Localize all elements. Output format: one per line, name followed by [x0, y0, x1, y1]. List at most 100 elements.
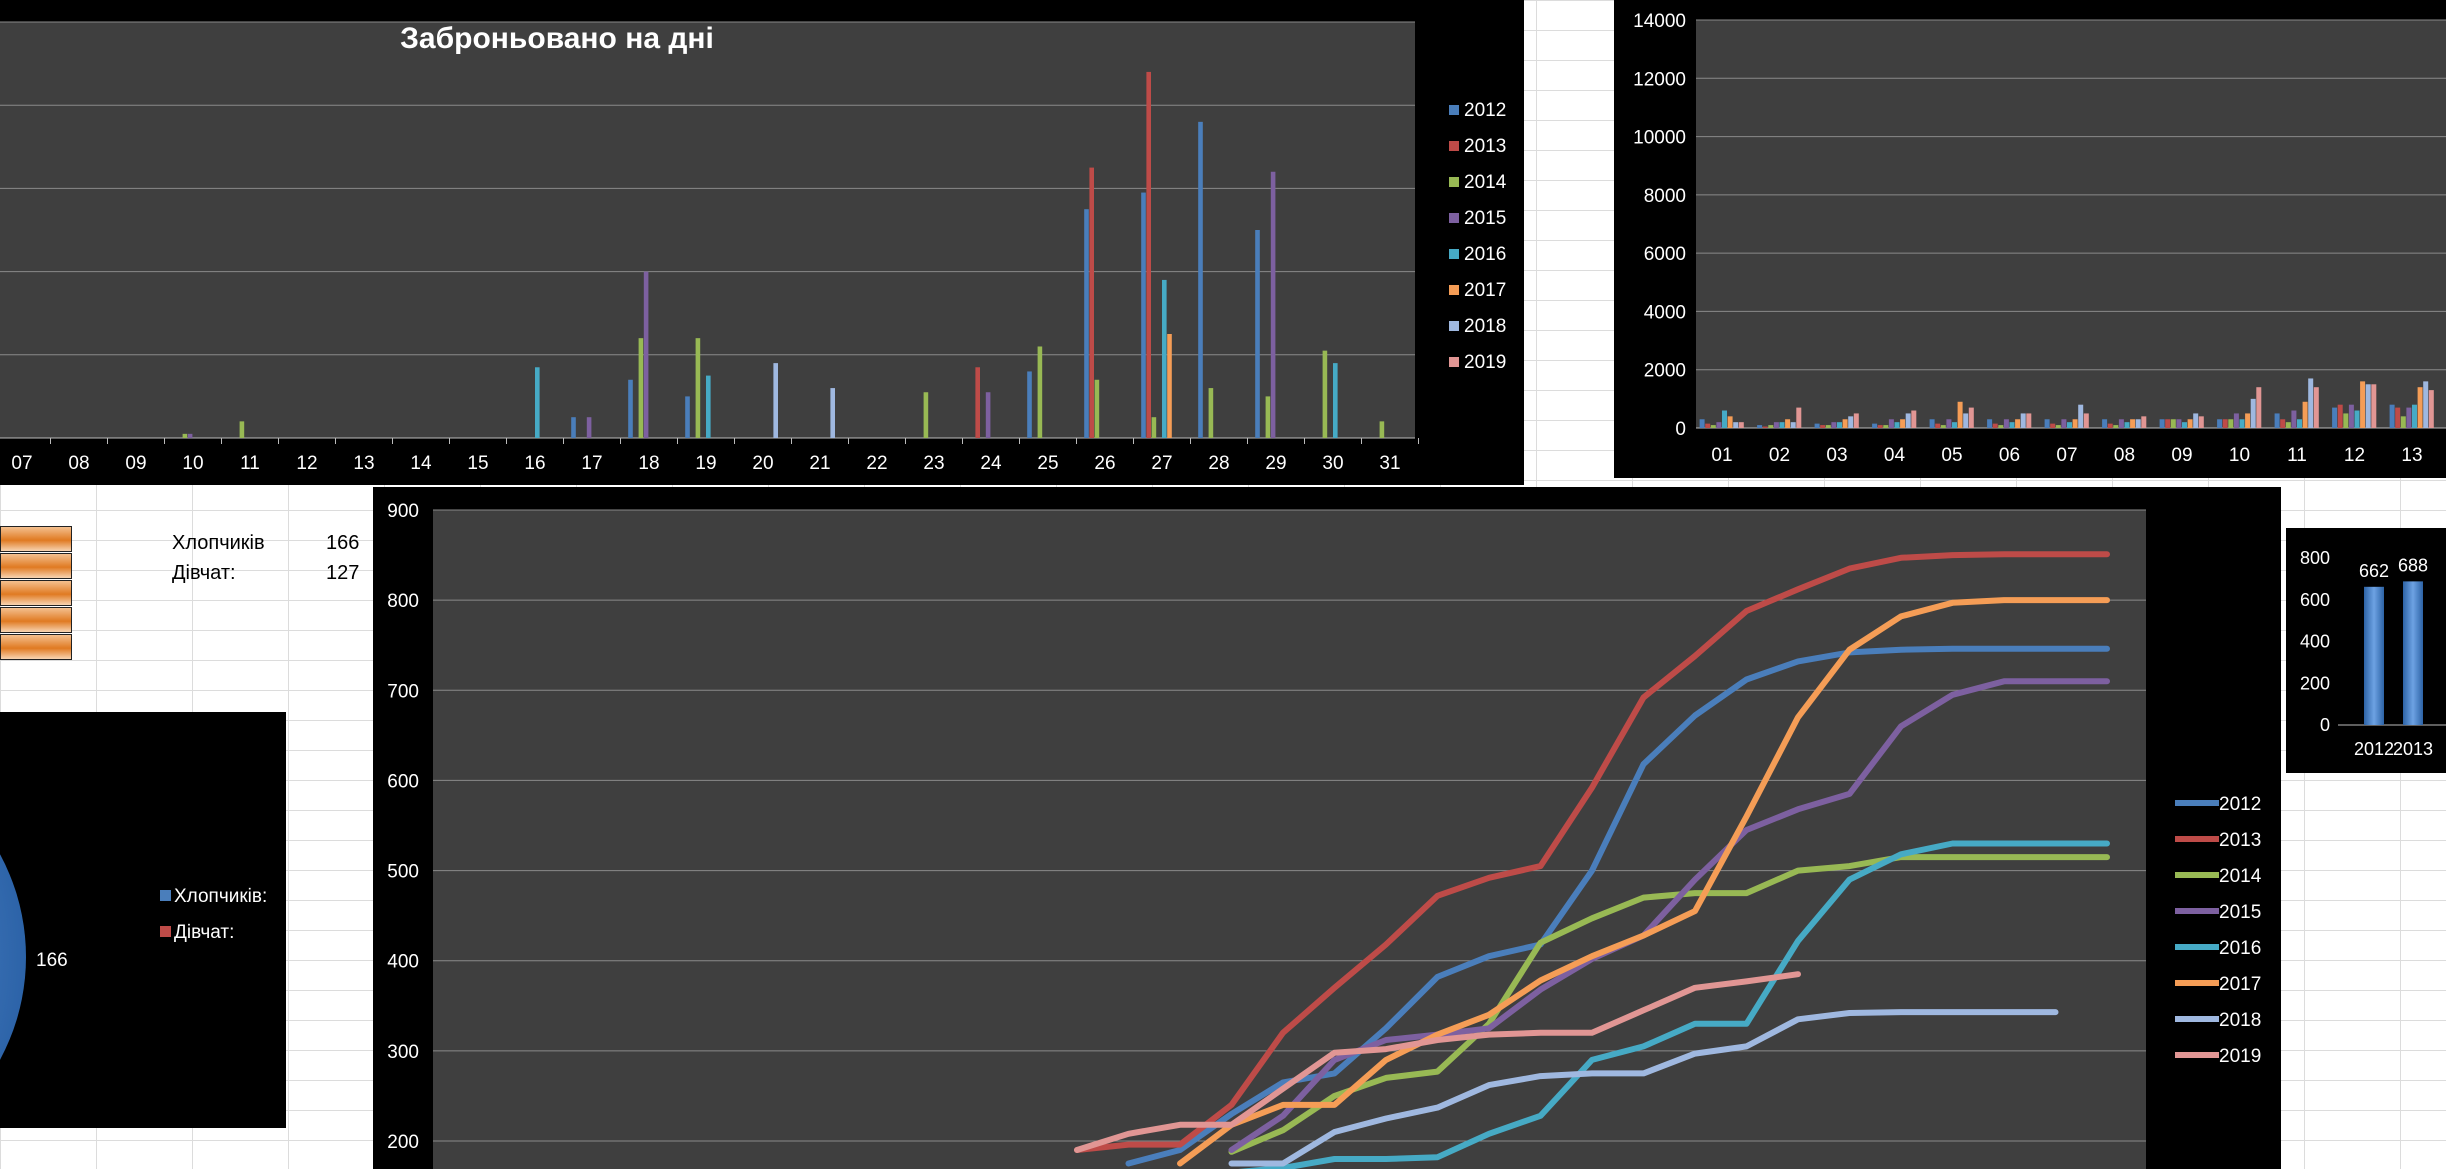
bar — [1379, 421, 1385, 438]
y-tick-label: 10000 — [1633, 128, 1686, 149]
bar — [2297, 419, 2302, 428]
bar — [1738, 422, 1744, 428]
bar — [1773, 422, 1779, 428]
legend-label: 2018 — [1464, 316, 1506, 337]
bar — [1027, 371, 1032, 438]
bar — [2113, 425, 2119, 428]
bar — [535, 367, 540, 438]
x-tick-label: 08 — [2114, 445, 2135, 466]
bar — [1141, 192, 1146, 438]
bar — [1992, 423, 1998, 428]
bar — [1900, 419, 1906, 428]
y-tick-label: 0 — [2320, 715, 2330, 735]
boys-row[interactable]: Хлопчиків — [172, 532, 265, 555]
legend-label: 2019 — [1464, 352, 1506, 373]
x-tick-label: 09 — [2171, 445, 2192, 466]
bar — [2222, 419, 2228, 428]
bar — [2182, 422, 2187, 428]
cumulative-chart[interactable]: 200 300 400 500 600 700 800 900 2012 2013 2014 2015… — [373, 487, 2281, 1169]
bar-strip — [0, 526, 72, 552]
bar — [1968, 407, 1974, 428]
bar — [643, 271, 649, 438]
y-tick-label: 12000 — [1633, 69, 1686, 90]
x-tick-label: 2012 — [2354, 739, 2394, 759]
x-tick-label: 13 — [353, 453, 374, 474]
days-chart[interactable]: 07 08 09 10 11 12 13 14 15 16 17 18 19 20 21 22 23 24 25 26… — [0, 0, 1524, 485]
bar — [1837, 422, 1842, 428]
bar — [2417, 387, 2423, 428]
bar — [923, 392, 929, 438]
bar — [2061, 419, 2067, 428]
bar — [1853, 413, 1859, 428]
bar — [2228, 419, 2234, 428]
x-tick-label: 05 — [1941, 445, 1962, 466]
series-line — [1177, 597, 2110, 1167]
bar — [1146, 71, 1151, 439]
legend-label: 2014 — [2219, 866, 2262, 887]
bar — [2078, 404, 2084, 428]
bar — [1198, 121, 1203, 438]
bar — [2428, 390, 2434, 428]
bar — [1929, 419, 1935, 428]
legend-swatch — [1449, 321, 1459, 331]
months-chart[interactable]: 0 2000 4000 6000 8000 10000 12000 14000 01 02 03 04… — [1614, 0, 2446, 478]
x-tick-label: 24 — [980, 453, 1002, 474]
plot-area — [0, 22, 1415, 438]
bar — [2406, 407, 2412, 428]
girls-value-cell[interactable]: 127 — [326, 562, 359, 585]
x-tick-label: 22 — [866, 453, 887, 474]
legend-label: 2018 — [2219, 1010, 2261, 1031]
plot-area — [433, 510, 2146, 1169]
y-tick-label: 700 — [387, 681, 419, 702]
bar — [1785, 419, 1791, 428]
bar — [1255, 230, 1260, 438]
pie-slice — [0, 854, 26, 1060]
bar — [1084, 209, 1089, 438]
bar — [2083, 413, 2089, 428]
bar — [985, 392, 991, 438]
bar — [1733, 422, 1739, 428]
bar — [1872, 423, 1878, 428]
bar — [2165, 419, 2171, 428]
gender-pie-chart[interactable]: 166 Хлопчиків: Дівчат: — [0, 712, 286, 1128]
x-tick-label: 14 — [410, 453, 432, 474]
bar — [2135, 419, 2141, 428]
girls-row[interactable]: Дівчат: — [172, 562, 236, 585]
bar-strip — [0, 607, 72, 633]
bar — [1322, 350, 1328, 438]
bar — [975, 367, 980, 438]
plot-area — [1696, 20, 2446, 428]
legend-swatch — [1449, 213, 1459, 223]
boys-value-cell[interactable]: 166 — [326, 532, 359, 555]
legend-label: 2017 — [1464, 280, 1506, 301]
x-tick-label: 29 — [1265, 453, 1286, 474]
bar — [2124, 422, 2130, 428]
bar — [1796, 407, 1802, 428]
bar — [1716, 422, 1722, 428]
bar — [1089, 167, 1094, 438]
x-tick-label: 09 — [125, 453, 146, 474]
bar — [1883, 425, 1889, 428]
bar — [2102, 419, 2108, 428]
bar-strip — [0, 553, 72, 579]
bar — [685, 396, 690, 438]
legend-label: 2012 — [2219, 794, 2261, 815]
bar — [2400, 416, 2406, 428]
totals-chart[interactable]: 0 200 400 600 800 662 2012 688 2013 — [2286, 528, 2446, 773]
bar — [2364, 586, 2384, 725]
x-tick-label: 17 — [581, 453, 602, 474]
bar — [2044, 419, 2050, 428]
x-tick-label: 03 — [1826, 445, 1847, 466]
bar — [1333, 363, 1338, 438]
legend-swatch — [160, 890, 171, 901]
y-tick-label: 200 — [387, 1132, 419, 1153]
bar — [1699, 419, 1705, 428]
legend-label: 2017 — [2219, 974, 2261, 995]
bar — [1905, 413, 1911, 428]
legend-swatch — [1449, 105, 1459, 115]
x-tick-label: 10 — [2229, 445, 2250, 466]
legend-label: 2015 — [2219, 902, 2261, 923]
bar — [1757, 425, 1763, 428]
series-line — [1228, 854, 2110, 1155]
y-tick-label: 800 — [387, 591, 419, 612]
